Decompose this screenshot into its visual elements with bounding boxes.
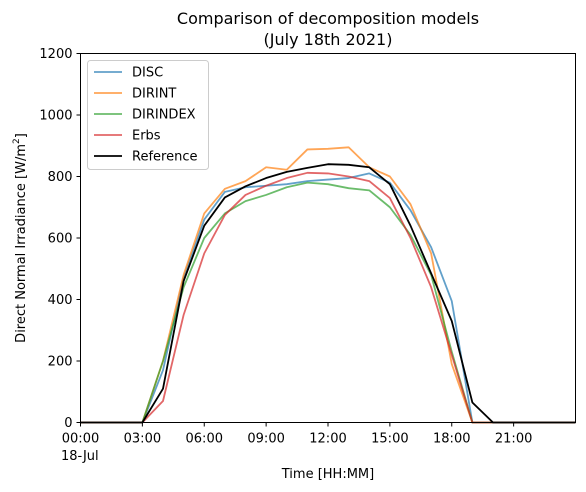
y-axis-label-end: ] bbox=[14, 133, 29, 138]
x-axis-ticks: 00:00 03:00 06:00 09:00 12:00 15:00 18:00 21:00 bbox=[62, 422, 532, 447]
x-tick-label: 15:00 bbox=[371, 432, 408, 447]
y-tick-label: 1200 bbox=[39, 47, 72, 62]
legend-label-dirindex: DIRINDEX bbox=[132, 108, 196, 123]
legend: DISC DIRINT DIRINDEX Erbs Reference bbox=[87, 60, 209, 170]
x-tick-label: 06:00 bbox=[186, 432, 223, 447]
y-tick-label: 800 bbox=[48, 170, 73, 185]
legend-label-disc: DISC bbox=[132, 66, 163, 81]
y-axis-label-main: Direct Normal Irradiance [W/m bbox=[14, 144, 29, 343]
y-tick-label: 1000 bbox=[39, 109, 72, 124]
x-tick-label: 00:00 bbox=[62, 432, 99, 447]
plot-frame bbox=[80, 53, 576, 423]
legend-label-erbs: Erbs bbox=[132, 129, 161, 144]
legend-label-reference: Reference bbox=[132, 150, 197, 165]
series-line-dirint bbox=[80, 146, 576, 424]
x-tick-label: 03:00 bbox=[124, 432, 161, 447]
chart-title: Comparison of decomposition models bbox=[177, 9, 479, 28]
x-tick-label: 12:00 bbox=[309, 432, 346, 447]
series-layer bbox=[80, 146, 576, 424]
y-tick-label: 0 bbox=[64, 416, 72, 431]
x-axis-label: Time [HH:MM] bbox=[281, 467, 374, 482]
y-tick-label: 400 bbox=[48, 293, 73, 308]
x-tick-label: 09:00 bbox=[247, 432, 284, 447]
series-line-dirindex bbox=[80, 181, 576, 424]
y-axis-ticks: 0 200 400 600 800 1000 1200 bbox=[39, 47, 81, 431]
legend-label-dirint: DIRINT bbox=[132, 87, 176, 102]
y-tick-label: 200 bbox=[48, 355, 73, 370]
x-date-label: 18-Jul bbox=[61, 449, 99, 464]
y-tick-label: 600 bbox=[48, 232, 73, 247]
legend-box bbox=[87, 60, 209, 170]
y-axis-label: Direct Normal Irradiance [W/m2] bbox=[12, 133, 29, 343]
chart-subtitle: (July 18th 2021) bbox=[264, 30, 393, 49]
x-tick-label: 18:00 bbox=[433, 432, 470, 447]
x-tick-label: 21:00 bbox=[495, 432, 532, 447]
y-axis-label-sup: 2 bbox=[12, 138, 22, 144]
